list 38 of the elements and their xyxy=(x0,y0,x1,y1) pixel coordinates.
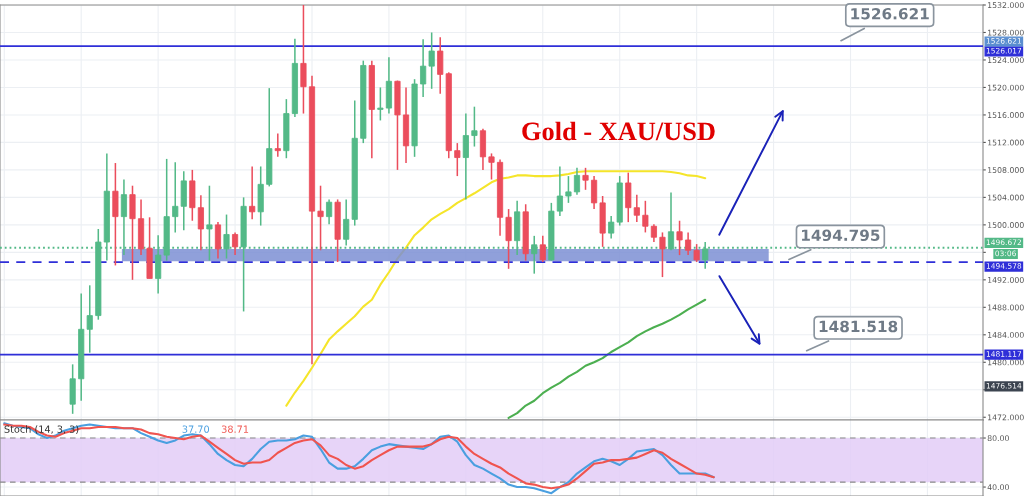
candlestick xyxy=(582,167,589,191)
candlestick xyxy=(462,112,469,201)
candlestick xyxy=(531,235,538,275)
candlestick xyxy=(488,152,495,181)
annotation: 1494.795 xyxy=(802,229,880,241)
chart-title: Stoch (14, 3, 3) xyxy=(4,425,79,434)
text: Gold - XAU/USD xyxy=(522,121,715,141)
annotation: 37.70 xyxy=(182,425,210,433)
candlestick xyxy=(249,165,256,221)
annotation: 1481.518 xyxy=(819,320,898,333)
candlestick xyxy=(420,38,427,98)
candlestick xyxy=(343,198,350,247)
candlestick xyxy=(591,175,598,210)
candlestick xyxy=(659,231,666,278)
candlestick xyxy=(633,193,640,223)
candlestick xyxy=(573,167,581,196)
candlestick xyxy=(317,184,324,252)
line-series xyxy=(507,298,707,419)
candlestick xyxy=(556,165,563,217)
candlestick xyxy=(300,5,307,115)
candlestick xyxy=(428,31,435,90)
candlestick xyxy=(232,231,239,256)
candlestick xyxy=(608,215,615,240)
candlestick xyxy=(326,198,333,225)
candlestick xyxy=(197,194,204,252)
candlestick xyxy=(274,132,281,158)
candlestick xyxy=(565,175,572,204)
annotation: 38.71 xyxy=(221,425,249,433)
candlestick xyxy=(539,235,546,263)
candlestick xyxy=(685,231,692,256)
candlestick xyxy=(642,200,649,234)
candlestick xyxy=(676,219,683,256)
candlestick xyxy=(377,86,384,122)
line-series xyxy=(285,170,707,407)
candlestick xyxy=(471,105,478,148)
candlestick xyxy=(454,142,461,177)
candlestick xyxy=(505,208,512,270)
annotation: 1526.621 xyxy=(851,7,929,20)
